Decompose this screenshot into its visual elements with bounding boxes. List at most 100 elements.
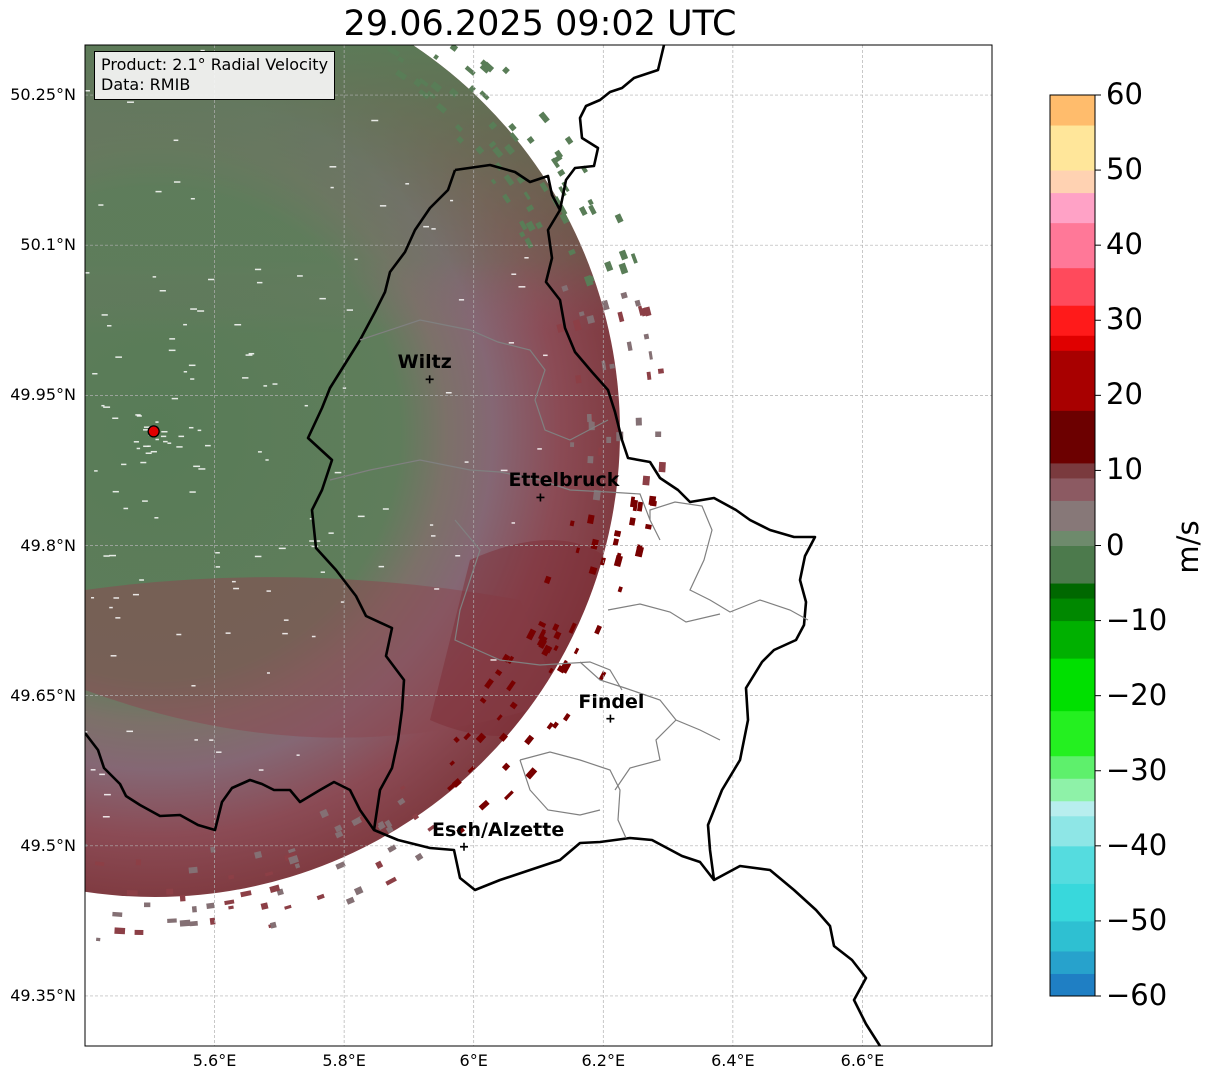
echo-gap [69, 723, 75, 725]
echo-speckle [570, 442, 575, 448]
echo-gap [136, 415, 142, 417]
echo-gap [194, 739, 198, 741]
echo-speckle [402, 45, 414, 46]
echo-speckle [34, 913, 41, 919]
echo-speckle [509, 132, 519, 143]
echo-gap [75, 559, 82, 561]
echo-gap [543, 354, 548, 357]
echo-speckle [463, 34, 473, 44]
echo-gap [205, 444, 211, 447]
echo-speckle [538, 111, 550, 124]
echo-speckle [365, 0, 372, 5]
colorbar-segment [1050, 598, 1095, 622]
echo-speckle [504, 143, 515, 156]
echo-speckle [643, 333, 650, 340]
echo-speckle [489, 121, 498, 129]
echo-speckle [598, 447, 602, 456]
echo-gap [248, 352, 255, 355]
echo-gap [234, 323, 242, 326]
echo-speckle [209, 917, 216, 925]
echo-gap [30, 460, 36, 462]
echo-gap [190, 197, 195, 200]
echo-speckle [501, 762, 511, 772]
echo-gap [152, 276, 157, 278]
colorbar-segment [1050, 800, 1095, 817]
echo-speckle [304, 45, 315, 48]
echo-gap [434, 588, 440, 590]
echo-speckle [454, 124, 464, 133]
echo-speckle [524, 734, 535, 746]
echo-gap [215, 552, 220, 554]
echo-speckle [456, 135, 465, 144]
echo-speckle [409, 0, 417, 7]
echo-speckle [617, 311, 625, 323]
echo-gap [258, 769, 264, 771]
echo-gap [61, 498, 64, 500]
echo-speckle [523, 191, 531, 200]
echo-speckle [327, 10, 336, 17]
echo-speckle [397, 797, 406, 806]
echo-gap [29, 71, 35, 73]
colorbar-tick-label: −20 [1106, 677, 1168, 712]
echo-gap [145, 452, 152, 454]
echo-gap [28, 362, 33, 364]
echo-gap [405, 183, 410, 185]
country-borders [85, 45, 882, 1046]
echo-gap [304, 404, 308, 407]
map-title: 29.06.2025 09:02 UTC [343, 4, 737, 44]
echo-speckle [224, 899, 235, 906]
echo-speckle [488, 140, 497, 149]
echo-speckle [3, 874, 13, 881]
echo-speckle [578, 311, 585, 317]
echo-gap [0, 173, 1, 175]
echo-gap [155, 421, 159, 423]
longitude-tick-label: 5.8°E [322, 1051, 366, 1070]
echo-gap [136, 447, 141, 450]
echo-speckle [655, 431, 662, 438]
echo-gap [112, 417, 119, 420]
echo-speckle [618, 249, 629, 261]
echo-gap [342, 387, 347, 389]
colorbar-tick-label: 40 [1106, 227, 1143, 262]
echo-speckle [560, 661, 572, 674]
echo-gap [133, 441, 139, 443]
echo-speckle [643, 306, 652, 317]
echo-gap [85, 731, 88, 733]
echo-speckle [572, 319, 582, 332]
echo-speckle [288, 854, 299, 865]
colorbar-segment [1050, 620, 1095, 659]
colorbar [1050, 94, 1101, 997]
echo-gap [266, 672, 270, 674]
echo-gap [143, 445, 149, 448]
city-marker [425, 375, 434, 384]
echo-speckle [635, 417, 642, 426]
echo-speckle [260, 902, 269, 910]
city-marker [536, 493, 545, 502]
city-markers [425, 375, 615, 851]
echo-speckle [556, 323, 565, 333]
colorbar-segment [1050, 95, 1095, 126]
echo-speckle [598, 671, 607, 681]
echo-gap [155, 190, 162, 193]
echo-speckle [535, 221, 543, 230]
echo-speckle [554, 154, 563, 163]
echo-speckle [447, 781, 458, 792]
echo-speckle [509, 701, 518, 710]
echo-gap [357, 515, 365, 518]
luxembourg-border [85, 163, 817, 892]
echo-speckle [259, 24, 265, 31]
echo-speckle [475, 145, 485, 155]
echo-speckle [416, 15, 424, 23]
colorbar-tick-label: −10 [1106, 602, 1168, 637]
echo-gap [169, 338, 176, 340]
echo-gap [161, 430, 168, 433]
echo-speckle [210, 846, 216, 853]
echo-speckle [464, 65, 476, 76]
echo-gap [429, 524, 434, 526]
echo-speckle [387, 844, 397, 853]
echo-speckle [264, 871, 274, 877]
echo-speckle [587, 514, 595, 525]
colorbar-segment [1050, 267, 1095, 306]
echo-speckle [546, 722, 554, 730]
